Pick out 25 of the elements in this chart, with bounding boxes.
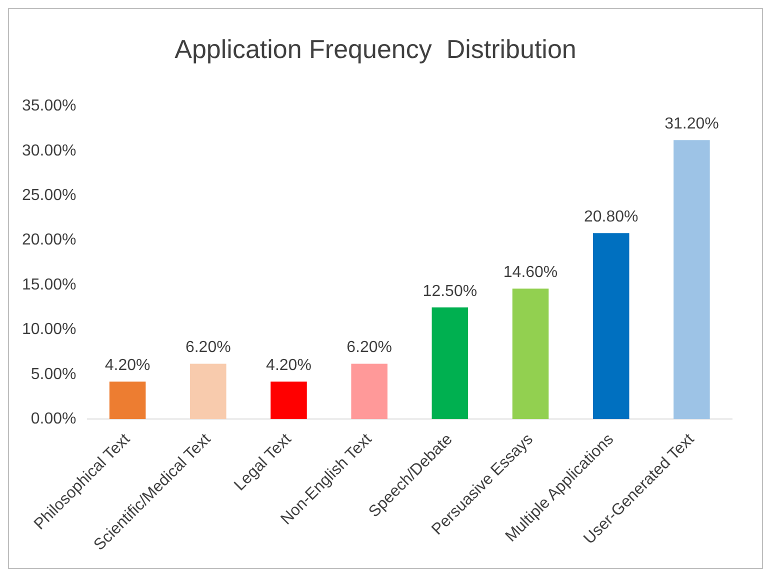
- y-tick-label: 20.00%: [22, 232, 76, 249]
- bar: [674, 140, 710, 420]
- data-label: 20.80%: [584, 208, 638, 226]
- bar: [351, 364, 388, 420]
- y-tick-label: 5.00%: [30, 366, 76, 383]
- y-tick-label: 0.00%: [30, 410, 76, 428]
- bar: [592, 233, 630, 420]
- bar: [190, 364, 226, 420]
- data-label: 6.20%: [346, 339, 392, 356]
- data-label: 4.20%: [104, 356, 150, 374]
- y-tick-label: 35.00%: [22, 98, 76, 115]
- y-tick-label: 30.00%: [22, 142, 76, 160]
- y-tick-label: 15.00%: [22, 276, 76, 294]
- data-label: 14.60%: [503, 264, 558, 281]
- bar: [432, 307, 468, 420]
- chart-title: Application Frequency Distribution: [174, 34, 576, 64]
- data-label: 6.20%: [185, 339, 231, 356]
- y-tick-label: 25.00%: [22, 187, 76, 204]
- bar: [109, 382, 146, 420]
- data-label: 31.20%: [664, 116, 719, 133]
- bar: [512, 288, 549, 420]
- bar: [270, 382, 307, 420]
- data-label: 4.20%: [266, 356, 312, 374]
- data-label: 12.50%: [422, 282, 478, 300]
- y-tick-label: 10.00%: [22, 321, 76, 338]
